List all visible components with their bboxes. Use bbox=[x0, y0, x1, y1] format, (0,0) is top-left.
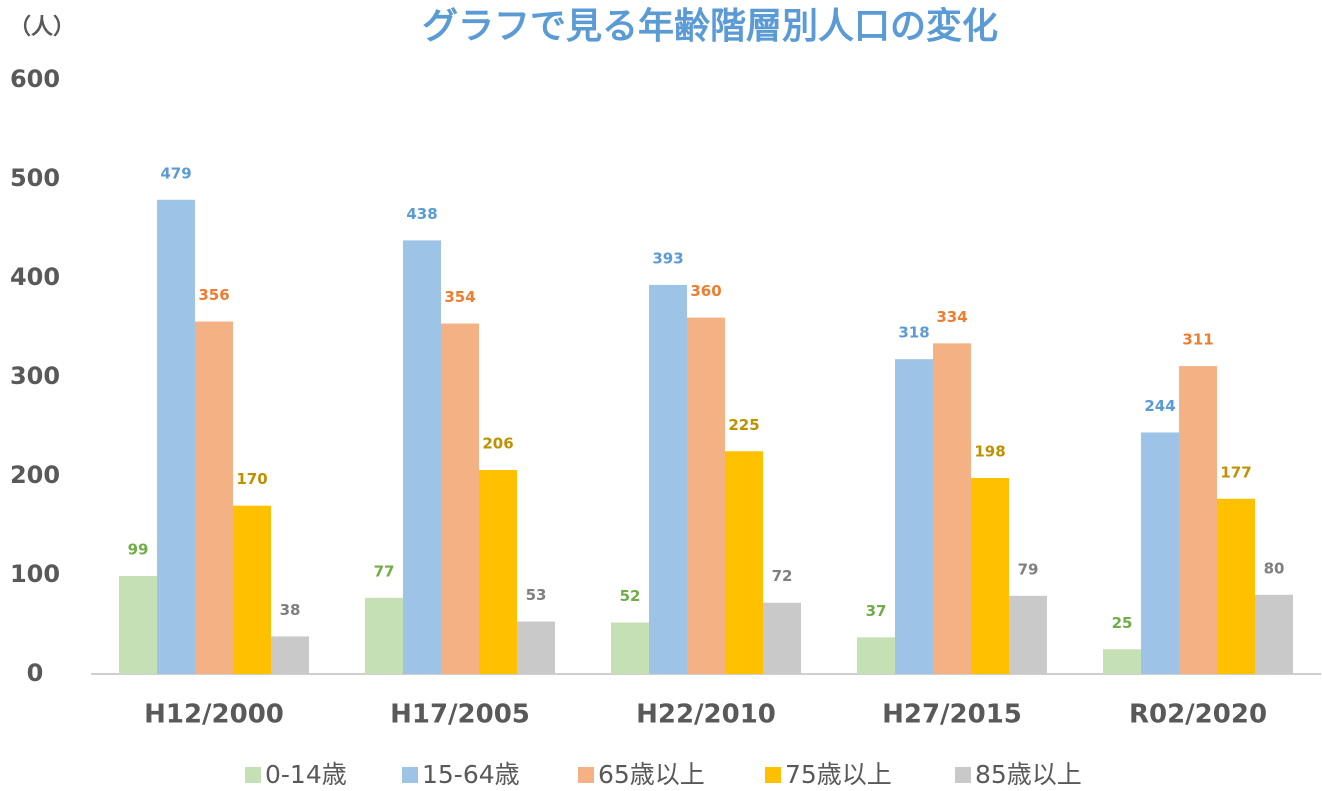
y-tick-label: 200 bbox=[10, 461, 60, 489]
legend-label: 15-64歳 bbox=[422, 760, 520, 789]
chart-title: グラフで見る年齢階層別人口の変化 bbox=[422, 5, 998, 47]
data-label: 25 bbox=[1112, 614, 1133, 632]
data-label: 225 bbox=[728, 416, 759, 434]
data-label: 37 bbox=[866, 602, 887, 620]
data-label: 479 bbox=[160, 164, 191, 182]
bar bbox=[895, 359, 933, 674]
bar bbox=[649, 285, 687, 674]
bar bbox=[271, 636, 309, 674]
y-tick-label: 500 bbox=[10, 164, 60, 192]
legend-label: 75歳以上 bbox=[785, 760, 892, 789]
x-tick-label: R02/2020 bbox=[1129, 700, 1267, 730]
data-label: 177 bbox=[1220, 463, 1251, 481]
data-label: 99 bbox=[128, 540, 149, 558]
bar bbox=[195, 322, 233, 674]
data-label: 360 bbox=[690, 282, 721, 300]
bar bbox=[233, 506, 271, 674]
x-tick-label: H27/2015 bbox=[882, 700, 1022, 730]
bar bbox=[933, 343, 971, 674]
data-label: 438 bbox=[406, 205, 437, 223]
data-label: 198 bbox=[974, 442, 1005, 460]
data-label: 354 bbox=[444, 288, 475, 306]
bar bbox=[1009, 596, 1047, 674]
bar bbox=[725, 451, 763, 674]
legend-label: 85歳以上 bbox=[975, 760, 1082, 789]
bar bbox=[479, 470, 517, 674]
bar bbox=[1179, 366, 1217, 674]
x-tick-label: H12/2000 bbox=[144, 700, 284, 730]
bar bbox=[1255, 595, 1293, 674]
legend-swatch bbox=[955, 767, 971, 783]
bar bbox=[687, 318, 725, 674]
bar bbox=[971, 478, 1009, 674]
data-label: 80 bbox=[1264, 559, 1285, 577]
data-label: 53 bbox=[526, 586, 547, 604]
bar bbox=[119, 576, 157, 674]
y-tick-label: 600 bbox=[10, 65, 60, 93]
data-label: 72 bbox=[772, 567, 793, 585]
data-label: 393 bbox=[652, 249, 683, 267]
bar bbox=[517, 622, 555, 674]
y-axis-label: （人） bbox=[9, 15, 75, 40]
y-tick-label: 0 bbox=[27, 659, 44, 687]
data-label: 244 bbox=[1144, 397, 1175, 415]
legend-label: 0-14歳 bbox=[265, 760, 347, 789]
bar bbox=[157, 200, 195, 674]
bar bbox=[611, 623, 649, 674]
data-label: 356 bbox=[198, 286, 229, 304]
chart: グラフで見る年齢階層別人口の変化 （人） 0 100 200 300 400 500 600… bbox=[0, 0, 1322, 791]
bar bbox=[365, 598, 403, 674]
y-tick-label: 300 bbox=[10, 362, 60, 390]
x-tick-label: H22/2010 bbox=[636, 700, 776, 730]
data-label: 334 bbox=[936, 308, 967, 326]
bar bbox=[857, 637, 895, 674]
data-label: 79 bbox=[1018, 560, 1039, 578]
data-label: 77 bbox=[374, 562, 395, 580]
y-tick-label: 400 bbox=[10, 263, 60, 291]
legend-swatch bbox=[402, 767, 418, 783]
data-label: 206 bbox=[482, 435, 513, 453]
bar bbox=[1217, 499, 1255, 674]
legend-label: 65歳以上 bbox=[598, 760, 705, 789]
bar bbox=[1103, 649, 1141, 674]
bar bbox=[441, 324, 479, 674]
data-label: 311 bbox=[1182, 331, 1213, 349]
bar bbox=[1141, 432, 1179, 674]
legend-swatch bbox=[578, 767, 594, 783]
data-label: 170 bbox=[236, 470, 267, 488]
y-tick-label: 100 bbox=[10, 560, 60, 588]
data-label: 52 bbox=[620, 587, 641, 605]
x-tick-label: H17/2005 bbox=[390, 700, 530, 730]
legend-swatch bbox=[245, 767, 261, 783]
bar bbox=[403, 240, 441, 674]
legend-swatch bbox=[765, 767, 781, 783]
data-label: 38 bbox=[280, 601, 301, 619]
data-label: 318 bbox=[898, 324, 929, 342]
bar bbox=[763, 603, 801, 674]
